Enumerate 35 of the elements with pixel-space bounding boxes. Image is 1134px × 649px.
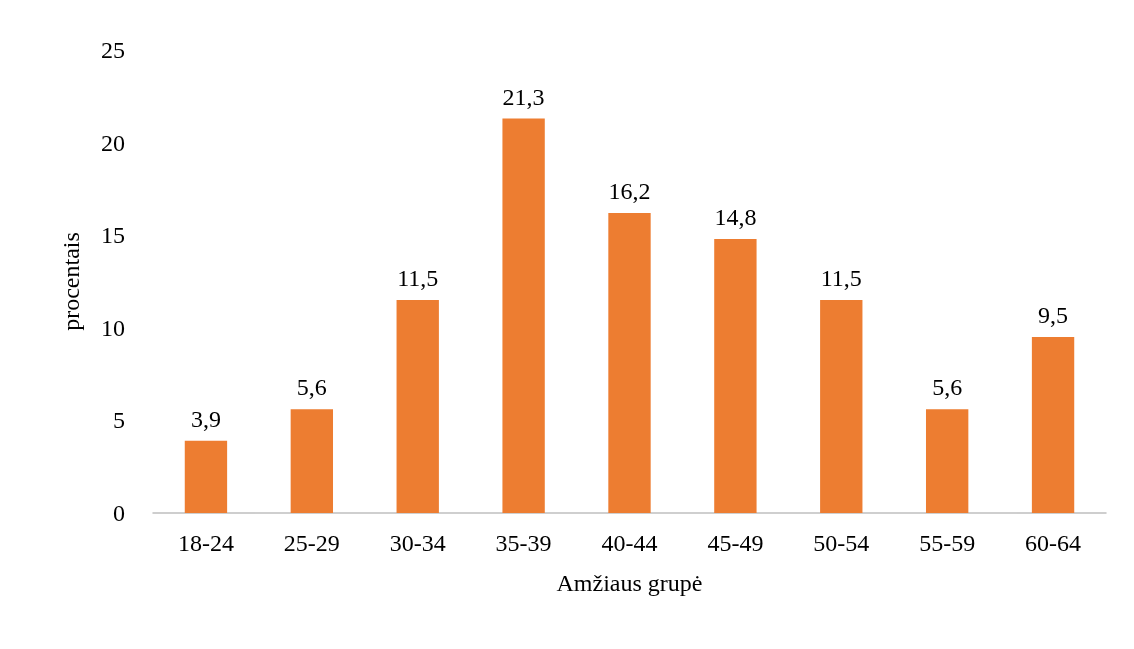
data-label: 21,3 bbox=[502, 83, 545, 110]
x-axis-title: Amžiaus grupė bbox=[556, 570, 703, 596]
bar bbox=[925, 409, 969, 513]
bar bbox=[502, 118, 545, 513]
x-tick-label: 18-24 bbox=[177, 530, 234, 556]
data-label: 11,5 bbox=[820, 265, 862, 292]
x-tick-label: 25-29 bbox=[283, 530, 340, 556]
y-tick-label: 25 bbox=[101, 37, 125, 63]
data-label: 5,6 bbox=[296, 374, 327, 401]
y-axis-title: procentais bbox=[58, 232, 84, 331]
x-tick-label: 45-49 bbox=[707, 530, 764, 556]
data-label: 9,5 bbox=[1038, 302, 1069, 329]
y-tick-label: 5 bbox=[113, 407, 125, 434]
y-tick-label: 20 bbox=[101, 129, 125, 156]
x-tick-label: 35-39 bbox=[495, 530, 552, 556]
x-tick-label: 55-59 bbox=[919, 530, 976, 556]
y-tick-label: 0 bbox=[113, 500, 125, 526]
data-label: 16,2 bbox=[608, 177, 651, 204]
x-tick-label: 60-64 bbox=[1025, 530, 1082, 556]
x-tick-label: 50-54 bbox=[813, 530, 870, 556]
x-tick-label: 40-44 bbox=[601, 530, 658, 556]
bar bbox=[608, 212, 651, 513]
bar bbox=[184, 440, 228, 513]
bar bbox=[290, 409, 334, 513]
x-tick-label: 30-34 bbox=[389, 530, 446, 556]
y-tick-label: 10 bbox=[101, 314, 125, 341]
data-label: 14,8 bbox=[714, 203, 757, 230]
bar bbox=[1031, 337, 1075, 513]
bar bbox=[820, 300, 863, 513]
data-label: 3,9 bbox=[190, 405, 221, 432]
bar bbox=[714, 238, 757, 513]
data-label: 11,5 bbox=[397, 265, 439, 292]
data-label: 5,6 bbox=[932, 374, 963, 401]
bar bbox=[396, 300, 439, 513]
y-tick-label: 15 bbox=[101, 222, 125, 249]
